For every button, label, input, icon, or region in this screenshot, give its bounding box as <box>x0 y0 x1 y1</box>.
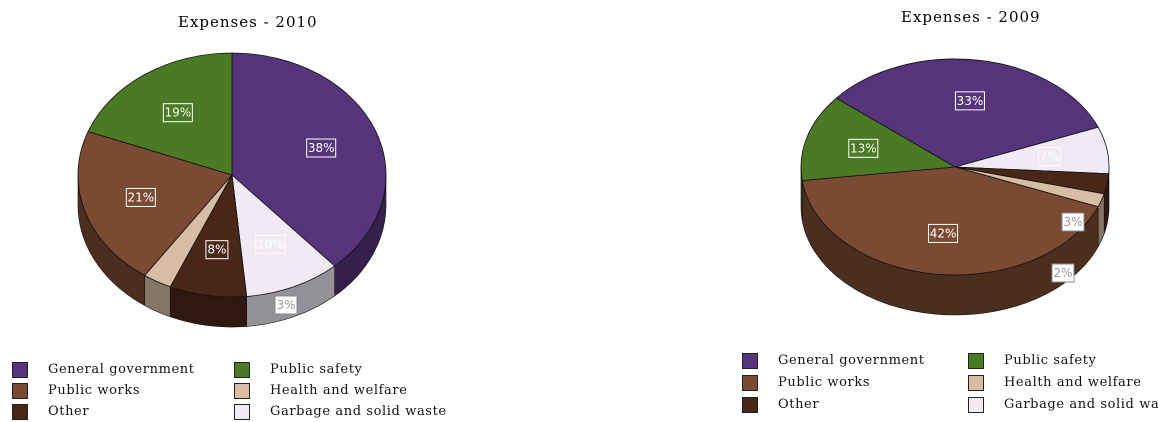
pie-label: 2% <box>1052 264 1074 282</box>
pie-label: 42% <box>929 224 958 242</box>
legend-swatch <box>968 375 984 391</box>
legend-swatch <box>234 404 250 420</box>
pie-label: 21% <box>126 188 155 206</box>
legend-swatch <box>12 362 28 378</box>
legend-label: Garbage and solid waste <box>1004 397 1158 413</box>
legend-label: Public safety <box>1004 353 1096 369</box>
legend-swatch <box>968 353 984 369</box>
legend-label: General government <box>778 353 925 369</box>
legend-label: Public works <box>778 375 870 391</box>
pie-label-text: 10% <box>257 237 284 251</box>
legend-swatch <box>742 353 758 369</box>
pie-label: 3% <box>1062 213 1084 231</box>
pie-label-text: 38% <box>308 141 335 155</box>
legend-swatch <box>742 375 758 391</box>
legend-swatch <box>234 383 250 399</box>
legend-label: Garbage and solid waste <box>270 404 447 420</box>
legend-swatch <box>12 383 28 399</box>
pie-top <box>78 53 386 297</box>
pie-label-text: 3% <box>276 298 295 312</box>
pie-label-text: 3% <box>1063 215 1082 229</box>
pie-label-text: 8% <box>207 243 226 257</box>
legend: General government Public safety Public … <box>12 362 462 422</box>
legend: General government Public safety Public … <box>742 353 1158 415</box>
legend-label: Health and welfare <box>1004 375 1142 391</box>
legend-label: Other <box>48 404 89 420</box>
chart-2010: Expenses - 2010 38%10%8%3%21%19% General… <box>0 0 470 421</box>
legend-label: Public safety <box>270 362 362 378</box>
pie-label-text: 42% <box>930 226 957 240</box>
pie-label: 10% <box>256 235 285 253</box>
pie-label-text: 7% <box>1040 150 1059 164</box>
pie-label: 19% <box>163 104 192 122</box>
legend-label: Public works <box>48 383 140 399</box>
pie-label: 38% <box>307 139 336 157</box>
legend-swatch <box>12 404 28 420</box>
legend-swatch <box>234 362 250 378</box>
pie-label-text: 2% <box>1053 266 1072 280</box>
pie-label: 3% <box>275 296 297 314</box>
pie-label: 33% <box>955 92 984 110</box>
pie-label: 13% <box>849 139 878 157</box>
pie-svg: 38% 10% 8% 3% 21% 19% <box>0 0 470 330</box>
legend-label: General government <box>48 362 195 378</box>
pie-label-text: 13% <box>850 141 877 155</box>
legend-label: Other <box>778 397 819 413</box>
legend-label: Health and welfare <box>270 383 408 399</box>
pie-label-text: 21% <box>127 190 154 204</box>
legend-swatch <box>968 397 984 413</box>
pie-label-text: 33% <box>957 94 984 108</box>
pie-label: 8% <box>206 241 228 259</box>
pie-label: 7% <box>1038 148 1060 166</box>
chart-2009: Expenses - 2009 33%7%3%2%42%13% General … <box>700 0 1158 421</box>
pie-label-text: 19% <box>165 106 192 120</box>
legend-swatch <box>742 397 758 413</box>
pie-svg: 33% 7% 3% 2% 42% 13% <box>700 0 1158 330</box>
